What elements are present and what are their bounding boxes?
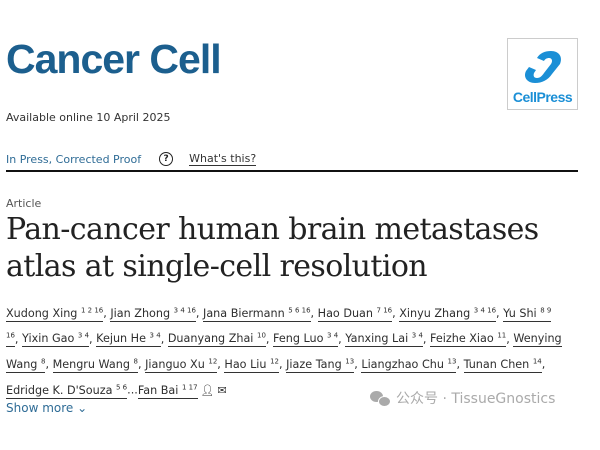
show-more-label: Show more: [6, 401, 74, 415]
author-affiliations: 12: [208, 357, 218, 366]
in-press-label: In Press, Corrected Proof: [6, 152, 142, 166]
author-list: Xudong Xing 1 2 16, Jian Zhong 3 4 16, J…: [6, 306, 562, 399]
author-link[interactable]: Jana Biermann 5 6 16: [203, 306, 311, 322]
author-affiliations: 10: [256, 331, 266, 340]
question-circle-icon[interactable]: ?: [159, 152, 174, 166]
divider: [6, 170, 578, 172]
author-name: Jiaze Tang: [286, 358, 342, 372]
author-affiliations: 1 17: [181, 383, 198, 392]
journal-title[interactable]: Cancer Cell: [6, 36, 222, 82]
author-link[interactable]: Yu Shi 8 9 16: [6, 306, 552, 348]
author-name: Hao Duan: [317, 306, 373, 320]
author-link[interactable]: Duanyang Zhai 10: [167, 331, 266, 348]
author-name: Hao Liu: [224, 358, 267, 372]
show-more-button[interactable]: Show more ⌄: [6, 401, 87, 415]
author-name: Edridge K. D'Souza: [6, 383, 113, 397]
author-affiliations: 3 4: [77, 331, 90, 340]
wechat-icon: [370, 391, 391, 407]
author-affiliations: 3 4 16: [473, 306, 497, 314]
author-affiliations: 8: [40, 357, 46, 366]
author-name: Feng Luo: [273, 332, 324, 346]
author-name: Yu Shi: [503, 306, 537, 320]
watermark: 公众号 · TissueGnostics: [370, 388, 555, 408]
author-link[interactable]: Liangzhao Chu 13: [361, 357, 457, 374]
author-name: Mengru Wang: [52, 358, 130, 372]
author-link[interactable]: Tunan Chen 14: [463, 357, 542, 374]
watermark-text: 公众号 · TissueGnostics: [396, 391, 556, 407]
email-icon[interactable]: ✉: [217, 383, 227, 397]
author-link[interactable]: Mengru Wang 8: [52, 357, 138, 374]
author-name: Tunan Chen: [463, 358, 530, 372]
author-name: Jianguo Xu: [145, 358, 205, 372]
author-link[interactable]: Feizhe Xiao 11: [430, 331, 507, 348]
chevron-down-icon: ⌄: [77, 401, 88, 415]
available-online-date: Available online 10 April 2025: [6, 111, 171, 124]
author-name: Duanyang Zhai: [167, 332, 254, 346]
author-affiliations: 8: [133, 357, 138, 366]
author-affiliations: 5 6: [116, 383, 128, 392]
article-type: Article: [6, 197, 42, 210]
author-name: Fan Bai: [137, 383, 179, 397]
author-affiliations: 13: [447, 357, 457, 366]
author-affiliations: 5 6 16: [288, 306, 311, 314]
author-affiliations: 13: [345, 357, 355, 366]
author-affiliations: 7 16: [376, 306, 393, 314]
author-name: Jian Zhong: [110, 306, 171, 320]
author-name: Feizhe Xiao: [430, 332, 494, 346]
article-title: Pan-cancer human brain metastases atlas …: [6, 212, 539, 284]
author-name: Yanxing Lai: [345, 332, 409, 346]
author-link[interactable]: Wenying Wang 8: [6, 332, 562, 374]
author-name: Xinyu Zhang: [399, 306, 471, 320]
author-link[interactable]: Jian Zhong 3 4 16: [110, 306, 196, 322]
author-affiliations: 3 4: [411, 331, 423, 340]
author-link[interactable]: Hao Duan 7 16: [317, 306, 393, 322]
author-name: Kejun He: [96, 332, 146, 346]
author-name: Wenying Wang: [6, 332, 562, 372]
status-bar: In Press, Corrected Proof ? What's this?: [6, 152, 257, 166]
author-name: Xudong Xing: [6, 306, 78, 320]
author-link[interactable]: Yanxing Lai 3 4: [345, 331, 423, 348]
author-link[interactable]: Hao Liu 12: [224, 357, 279, 374]
cellpress-logo[interactable]: CellPress: [507, 38, 578, 110]
author-affiliations: 12: [270, 357, 279, 366]
author-affiliations: 3 4: [327, 331, 339, 340]
author-link[interactable]: Xudong Xing 1 2 16: [6, 306, 104, 322]
author-name: Liangzhao Chu: [361, 358, 444, 372]
author-affiliations: 11: [497, 331, 507, 340]
whats-this-link[interactable]: What's this?: [189, 152, 257, 166]
author-link[interactable]: Fan Bai 1 17: [137, 383, 198, 399]
cellpress-mark-icon: [524, 51, 561, 83]
author-name: Yixin Gao: [22, 332, 75, 346]
person-icon[interactable]: 👤︎: [200, 383, 215, 397]
author-link[interactable]: Yixin Gao 3 4: [22, 331, 90, 348]
cellpress-logo-text: CellPress: [512, 89, 573, 105]
author-link[interactable]: Jianguo Xu 12: [145, 357, 218, 374]
author-link[interactable]: Jiaze Tang 13: [286, 357, 355, 374]
author-link[interactable]: Kejun He 3 4: [96, 331, 161, 348]
author-affiliations: 3 4: [149, 331, 161, 340]
author-affiliations: 1 2 16: [80, 306, 104, 314]
author-affiliations: 3 4 16: [173, 306, 196, 314]
author-link[interactable]: Edridge K. D'Souza 5 6: [6, 383, 128, 399]
author-affiliations: 8 9 16: [6, 306, 552, 340]
author-name: Jana Biermann: [203, 306, 285, 320]
author-affiliations: 14: [532, 357, 542, 366]
author-link[interactable]: Feng Luo 3 4: [273, 331, 339, 348]
author-link[interactable]: Xinyu Zhang 3 4 16: [399, 306, 497, 322]
